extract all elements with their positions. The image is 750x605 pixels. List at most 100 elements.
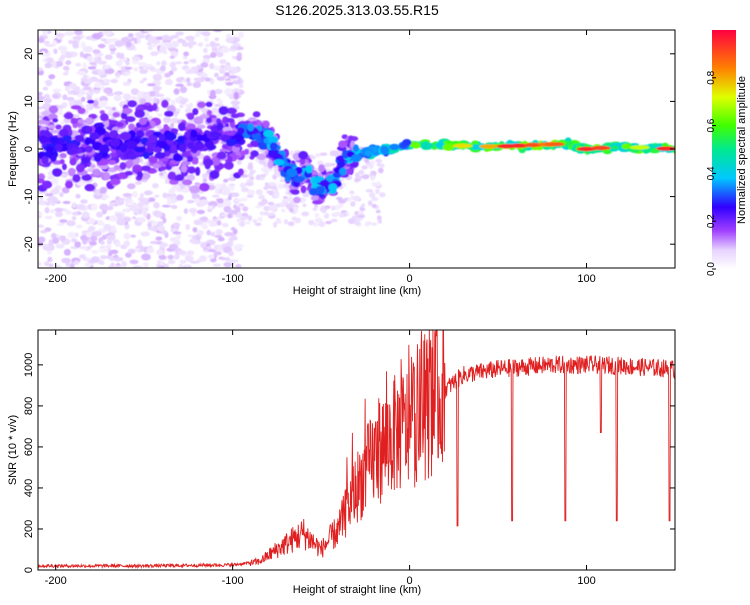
noise-cell [210,52,217,58]
noise-cell [377,219,383,224]
noise-cell [242,206,249,212]
noise-cell [146,213,151,220]
signal-cell [65,180,73,189]
noise-cell [55,264,62,268]
noise-cell [261,198,268,205]
signal-cell [226,107,237,115]
noise-cell [158,254,167,260]
ridge-cell [610,145,620,150]
noise-cell [183,51,190,57]
signal-cell [119,162,127,170]
noise-cell [212,194,220,198]
noise-cell [276,218,281,222]
signal-cell [148,155,158,164]
signal-cell [108,119,117,125]
noise-cell [54,207,64,212]
signal-cell [262,120,270,129]
noise-cell [43,30,49,36]
noise-cell [184,103,194,108]
noise-cell [140,231,150,237]
noise-cell [164,72,171,78]
spectrogram-y-axis: -20 -10 0 10 20 [23,48,675,252]
signal-cell [59,152,67,159]
signal-cell [90,164,96,169]
noise-cell [216,76,225,81]
ridge-cell [147,134,158,144]
noise-cell [238,203,245,207]
ridge-cell [38,135,49,144]
noise-cell [213,251,222,256]
noise-cell [61,257,71,264]
ridge-cell [337,160,346,168]
noise-cell [214,187,219,195]
noise-cell [152,73,163,81]
noise-cell [164,41,171,46]
noise-cell [176,233,181,240]
noise-cell [141,253,151,261]
noise-cell [263,186,269,191]
noise-cell [230,100,241,106]
signal-cell [113,164,121,171]
snr-frame [37,329,676,571]
noise-cell [70,238,78,243]
noise-cell [110,78,118,84]
noise-cell [222,187,231,194]
noise-cell [76,99,82,106]
noise-cell [185,255,194,262]
ridge-cell [75,134,83,143]
colorbar-tick-label: 0.4 [706,166,717,180]
noise-cell [138,158,144,163]
signal-cell [77,119,85,124]
signal-cell [210,89,216,99]
noise-cell [190,260,200,264]
ridge-cell [190,129,198,138]
noise-cell [375,188,380,195]
noise-cell [212,218,219,222]
noise-cell [141,208,146,214]
noise-cell [202,173,208,180]
noise-cell [179,259,187,264]
signal-cell [52,118,59,123]
noise-cell [143,30,154,33]
noise-cell [110,51,116,55]
signal-cell [134,109,146,118]
noise-cell [84,262,92,268]
noise-cell [219,59,227,65]
noise-cell [239,216,248,221]
signal-cell [225,118,235,123]
signal-cell [209,170,220,180]
y-tick-label: -10 [23,189,35,205]
ridge-cell [177,135,185,142]
signal-cell [238,168,244,176]
noise-cell [214,234,223,238]
noise-cell [79,51,84,58]
noise-cell [85,104,91,109]
noise-cell [185,107,192,114]
noise-cell [188,43,193,49]
noise-cell [167,47,178,51]
noise-cell [82,45,93,53]
signal-cell [99,113,109,122]
ridge-cell [269,142,278,151]
noise-cell [224,88,233,95]
noise-cell [62,200,71,205]
noise-cell [207,208,213,213]
noise-cell [147,83,156,87]
noise-cell [55,243,65,249]
noise-cell [125,41,132,48]
signal-cell [67,128,73,137]
noise-cell [194,182,201,186]
noise-cell [91,231,102,237]
noise-cell [196,209,205,215]
noise-cell [102,30,112,36]
noise-cell [48,74,56,80]
noise-cell [114,199,125,206]
colorbar-label: Normalized spectral amplitude [736,76,748,224]
noise-cell [82,62,87,69]
noise-cell [66,220,76,227]
x-tick-label: -100 [222,575,244,587]
noise-cell [211,107,218,114]
noise-cell [283,219,289,225]
noise-cell [68,83,76,89]
noise-cell [90,203,98,211]
